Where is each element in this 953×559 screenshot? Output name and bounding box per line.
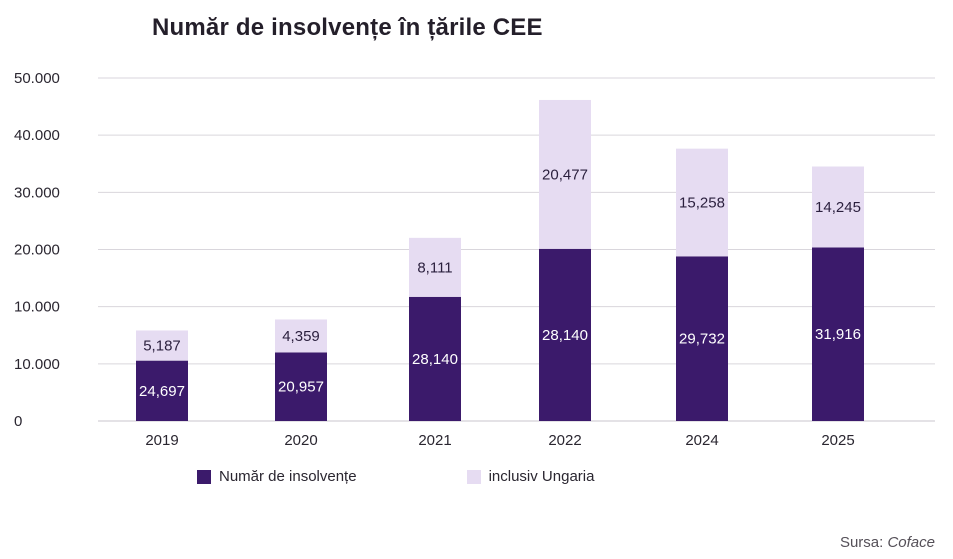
bar-insolvencies-2019[interactable]: [136, 360, 188, 421]
data-labels: 24,697 5,187 20,957 4,359 28,140 8,111 28,140 2…: [139, 166, 861, 399]
y-tick-label: 0: [14, 413, 22, 430]
chart-title: Număr de insolvențe în țările CEE: [152, 14, 543, 41]
grid: [98, 77, 935, 422]
legend-item-hungary[interactable]: inclusiv Ungaria: [466, 468, 595, 485]
bar-insolvencies-2021[interactable]: [409, 296, 461, 421]
data-label-insolvencies: 24,697: [139, 383, 185, 400]
bar-insolvencies-2022[interactable]: [539, 248, 591, 421]
x-tick-label: 2024: [685, 432, 718, 449]
x-axis-ticks: 2019 2020 2021 2022 2024 2025: [145, 432, 854, 449]
source-label: Sursa:: [839, 534, 884, 551]
bar-insolvencies-2024[interactable]: [676, 256, 728, 421]
data-label-hungary: 4,359: [282, 328, 320, 345]
bar-insolvencies-2025[interactable]: [812, 247, 864, 421]
x-tick-label: 2020: [284, 432, 317, 449]
data-label-insolvencies: 20,957: [278, 379, 324, 396]
bar-hungary-2025[interactable]: [812, 166, 864, 248]
legend-label-insolvencies: Număr de insolvențe: [219, 468, 357, 485]
bar-hungary-2019[interactable]: [136, 330, 188, 361]
legend-swatch-insolvencies: [197, 469, 211, 484]
bar-hungary-2022[interactable]: [539, 99, 591, 249]
x-tick-label: 2022: [548, 432, 581, 449]
bar-insolvencies-2020[interactable]: [275, 352, 327, 421]
data-label-hungary: 15,258: [679, 195, 725, 212]
legend-item-insolvencies[interactable]: Număr de insolvențe: [197, 468, 357, 485]
data-label-insolvencies: 28,140: [542, 327, 588, 344]
data-label-hungary: 5,187: [143, 338, 181, 355]
source-name: Coface: [887, 534, 935, 551]
legend-label-hungary: inclusiv Ungaria: [488, 468, 595, 485]
x-tick-label: 2025: [821, 432, 854, 449]
y-axis-ticks: 0 10.000 10.000 20.000 30.000 40.000 50.000: [14, 70, 60, 430]
y-tick-label: 20.000: [14, 242, 60, 259]
data-label-hungary: 20,477: [542, 166, 588, 183]
source-note: Sursa: Coface: [840, 534, 935, 551]
bar-hungary-2020[interactable]: [275, 319, 327, 353]
bars: [136, 99, 864, 421]
y-tick-label: 50.000: [14, 70, 60, 87]
data-label-hungary: 14,245: [815, 199, 861, 216]
bar-hungary-2021[interactable]: [409, 237, 461, 297]
legend-swatch-hungary: [466, 469, 481, 484]
y-tick-label: 10.000: [14, 356, 60, 373]
data-label-insolvencies: 28,140: [412, 351, 458, 368]
data-label-insolvencies: 31,916: [815, 326, 861, 343]
y-tick-label: 40.000: [14, 127, 60, 144]
data-label-hungary: 8,111: [417, 259, 452, 276]
x-tick-label: 2021: [418, 432, 451, 449]
y-tick-label: 10.000: [14, 299, 60, 316]
y-tick-label: 30.000: [14, 184, 60, 201]
legend: Număr de insolvențe inclusiv Ungaria: [197, 468, 704, 485]
bar-hungary-2024[interactable]: [676, 148, 728, 257]
x-tick-label: 2019: [145, 432, 178, 449]
data-label-insolvencies: 29,732: [679, 331, 725, 348]
